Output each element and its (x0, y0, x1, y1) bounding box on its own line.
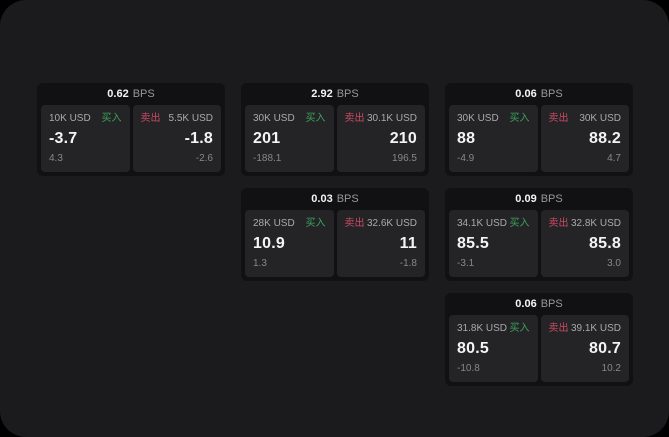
sell-amount: 30K USD (579, 113, 621, 124)
buy-amount: 31.8K USD (457, 323, 508, 334)
sell-tag: 卖出 (344, 113, 365, 124)
sell-panel[interactable]: 卖出 39.1K USD 80.7 10.2 (540, 315, 629, 382)
sell-tag: 卖出 (548, 218, 569, 229)
bps-unit-label: BPS (336, 88, 359, 100)
bps-value: 0.03 (311, 193, 333, 205)
sell-sub-value: 10.2 (601, 363, 621, 374)
buy-tag: 买入 (305, 218, 326, 229)
bps-value: 0.09 (515, 193, 537, 205)
bps-header: 0.06 BPS (449, 293, 629, 315)
buy-tag: 买入 (509, 113, 530, 124)
bps-value: 2.92 (311, 88, 333, 100)
sell-panel[interactable]: 卖出 32.8K USD 85.8 3.0 (540, 210, 629, 277)
bps-header: 0.03 BPS (245, 188, 425, 210)
buy-sub-value: -10.8 (457, 363, 480, 374)
buy-tag: 买入 (509, 218, 530, 229)
bps-header: 0.09 BPS (449, 188, 629, 210)
sell-amount: 32.6K USD (366, 218, 417, 229)
sell-tag: 卖出 (548, 113, 569, 124)
sell-amount: 30.1K USD (366, 113, 417, 124)
sell-panel[interactable]: 卖出 30.1K USD 210 196.5 (336, 105, 425, 172)
sell-sub-value: 4.7 (607, 153, 621, 164)
sell-value: 88.2 (589, 129, 621, 147)
quote-card-2[interactable]: 2.92 BPS 30K USD 买入 201 -188.1 卖出 30.1K … (241, 83, 429, 176)
sell-tag: 卖出 (344, 218, 365, 229)
quote-grid: 0.62 BPS 10K USD 买入 -3.7 4.3 卖出 5.5K USD (37, 83, 633, 386)
buy-panel[interactable]: 30K USD 买入 88 -4.9 (449, 105, 538, 172)
bps-unit-label: BPS (132, 88, 155, 100)
bps-unit-label: BPS (540, 298, 563, 310)
buy-sub-value: 4.3 (49, 153, 63, 164)
buy-sub-value: -3.1 (457, 258, 475, 269)
sell-value: 80.7 (589, 339, 621, 357)
buy-value: 85.5 (457, 234, 489, 252)
sell-value: -1.8 (184, 129, 213, 147)
bps-header: 0.06 BPS (449, 83, 629, 105)
quote-card-5[interactable]: 0.09 BPS 34.1K USD 买入 85.5 -3.1 卖出 32.8K… (445, 188, 633, 281)
bps-value: 0.06 (515, 298, 537, 310)
buy-panel[interactable]: 31.8K USD 买入 80.5 -10.8 (449, 315, 538, 382)
buy-panel[interactable]: 30K USD 买入 201 -188.1 (245, 105, 334, 172)
buy-value: 88 (457, 129, 476, 147)
bps-header: 0.62 BPS (41, 83, 221, 105)
sell-panel[interactable]: 卖出 30K USD 88.2 4.7 (540, 105, 629, 172)
buy-amount: 30K USD (457, 113, 499, 124)
buy-value: 80.5 (457, 339, 489, 357)
bps-value: 0.62 (107, 88, 129, 100)
bps-unit-label: BPS (336, 193, 359, 205)
buy-panel[interactable]: 10K USD 买入 -3.7 4.3 (41, 105, 130, 172)
buy-amount: 30K USD (253, 113, 295, 124)
quote-card-1[interactable]: 0.62 BPS 10K USD 买入 -3.7 4.3 卖出 5.5K USD (37, 83, 225, 176)
quote-card-6[interactable]: 0.06 BPS 31.8K USD 买入 80.5 -10.8 卖出 39.1… (445, 293, 633, 386)
buy-panel[interactable]: 28K USD 买入 10.9 1.3 (245, 210, 334, 277)
buy-sub-value: -4.9 (457, 153, 475, 164)
bps-value: 0.06 (515, 88, 537, 100)
sell-panel[interactable]: 卖出 5.5K USD -1.8 -2.6 (132, 105, 221, 172)
buy-amount: 10K USD (49, 113, 91, 124)
buy-amount: 34.1K USD (457, 218, 508, 229)
buy-panel[interactable]: 34.1K USD 买入 85.5 -3.1 (449, 210, 538, 277)
sell-tag: 卖出 (140, 113, 161, 124)
quote-card-4[interactable]: 0.03 BPS 28K USD 买入 10.9 1.3 卖出 32.6K US… (241, 188, 429, 281)
buy-tag: 买入 (305, 113, 326, 124)
sell-sub-value: 196.5 (391, 153, 417, 164)
sell-panel[interactable]: 卖出 32.6K USD 11 -1.8 (336, 210, 425, 277)
bps-unit-label: BPS (540, 193, 563, 205)
buy-value: -3.7 (49, 129, 78, 147)
buy-sub-value: 1.3 (253, 258, 267, 269)
sell-value: 11 (399, 234, 417, 252)
sell-amount: 5.5K USD (168, 113, 213, 124)
quote-card-3[interactable]: 0.06 BPS 30K USD 买入 88 -4.9 卖出 30K USD (445, 83, 633, 176)
sell-sub-value: -1.8 (399, 258, 417, 269)
sell-tag: 卖出 (548, 323, 569, 334)
buy-value: 10.9 (253, 234, 285, 252)
bps-header: 2.92 BPS (245, 83, 425, 105)
buy-tag: 买入 (101, 113, 122, 124)
buy-value: 201 (253, 129, 281, 147)
sell-amount: 32.8K USD (570, 218, 621, 229)
sell-sub-value: -2.6 (195, 153, 213, 164)
sell-amount: 39.1K USD (570, 323, 621, 334)
bps-unit-label: BPS (540, 88, 563, 100)
sell-sub-value: 3.0 (607, 258, 621, 269)
sell-value: 210 (389, 129, 417, 147)
buy-tag: 买入 (509, 323, 530, 334)
buy-sub-value: -188.1 (253, 153, 282, 164)
buy-amount: 28K USD (253, 218, 295, 229)
sell-value: 85.8 (589, 234, 621, 252)
